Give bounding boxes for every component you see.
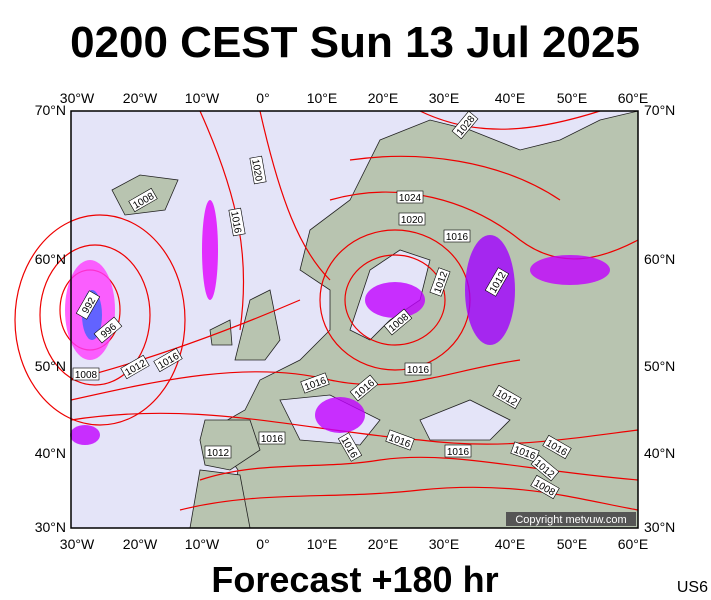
isobar-label-box	[300, 372, 330, 394]
isobar-label-box	[349, 374, 379, 402]
isobar-label-text: 1020	[401, 215, 424, 226]
lat-label-right: 60°N	[644, 251, 675, 267]
isobar-label-text: 1024	[399, 193, 422, 204]
isobar-label-box	[398, 212, 426, 226]
lat-label-right: 30°N	[644, 519, 675, 535]
isobar-label: 1016	[258, 431, 286, 445]
isobar-label-box	[258, 431, 286, 445]
isobar-label-box	[153, 347, 183, 373]
isobar-label-text: 1016	[446, 232, 469, 243]
isobar-label-box	[249, 155, 267, 185]
lon-label-bottom: 60°E	[618, 536, 649, 552]
lon-label-top: 30°E	[429, 90, 460, 106]
isobar-label-text: 1016	[228, 210, 243, 234]
lon-label-top: 10°E	[307, 90, 338, 106]
lon-label-top: 50°E	[557, 90, 588, 106]
isobar-label-box	[444, 444, 472, 458]
isobar-label-box	[93, 316, 123, 344]
lon-label-bottom: 0°	[256, 536, 269, 552]
title: 0200 CEST Sun 13 Jul 2025	[70, 18, 640, 67]
isobar-label-text: 1016	[447, 447, 470, 458]
lat-label-left: 60°N	[35, 251, 66, 267]
isobar-label-box	[385, 429, 415, 451]
copyright: Copyright metvuw.com	[515, 514, 626, 526]
lat-label-left: 50°N	[35, 358, 66, 374]
lat-label-right: 70°N	[644, 102, 675, 118]
isobar-label-box	[120, 354, 150, 380]
lat-label-right: 50°N	[644, 358, 675, 374]
isobar-label-box	[542, 434, 572, 460]
lon-label-top: 60°E	[618, 90, 649, 106]
lon-label-top: 10°W	[185, 90, 220, 106]
isobar-label-box	[228, 207, 246, 237]
lon-label-bottom: 30°E	[429, 536, 460, 552]
isobar-label: 1024	[396, 190, 424, 204]
lon-label-bottom: 20°E	[368, 536, 399, 552]
isobar-label-box	[451, 110, 479, 140]
isobar-label-box	[530, 454, 560, 482]
lon-label-bottom: 50°E	[557, 536, 588, 552]
isobar-label-box	[396, 190, 424, 204]
isobar-label-box	[492, 384, 522, 410]
isobar-label-box	[443, 229, 471, 243]
lon-label-bottom: 10°E	[307, 536, 338, 552]
forecast-label: Forecast +180 hr	[211, 559, 498, 600]
isobar-label-box	[484, 267, 510, 297]
lat-label-right: 40°N	[644, 445, 675, 461]
isobar-label-box	[383, 308, 413, 336]
lat-label-left: 70°N	[35, 102, 66, 118]
lon-label-top: 20°E	[368, 90, 399, 106]
lon-label-bottom: 30°W	[60, 536, 95, 552]
isobar-label-text: 1016	[407, 365, 430, 376]
isobar-label-text: 1012	[207, 448, 230, 459]
code: US6	[677, 579, 708, 596]
lon-label-top: 0°	[256, 90, 269, 106]
isobar-label-box	[204, 445, 232, 459]
isobar-label-text: 1016	[261, 434, 284, 445]
lon-label-bottom: 20°W	[123, 536, 158, 552]
isobar-label-box	[337, 432, 363, 462]
isobar-label-box	[128, 187, 158, 213]
isobar-label: 1016	[404, 362, 432, 376]
lon-label-bottom: 40°E	[495, 536, 526, 552]
isobar-label: 1016	[444, 444, 472, 458]
isobar-label-box	[404, 362, 432, 376]
isobar-label: 1020	[398, 212, 426, 226]
isobar-label-box	[75, 290, 101, 320]
isobar-label-box	[72, 367, 100, 381]
lon-label-top: 40°E	[495, 90, 526, 106]
lon-label-top: 30°W	[60, 90, 95, 106]
isobar-label-text: 1008	[75, 370, 98, 381]
isobar-label-box	[429, 267, 451, 297]
isobar-label: 1016	[228, 207, 246, 237]
isobar-label-text: 1020	[249, 158, 264, 182]
isobar-label-box	[530, 474, 560, 500]
copyright-box	[506, 512, 636, 526]
lon-label-top: 20°W	[123, 90, 158, 106]
isobar-label-box	[510, 441, 540, 463]
isobar-label: 1012	[204, 445, 232, 459]
isobar-label: 1016	[443, 229, 471, 243]
lat-label-left: 40°N	[35, 445, 66, 461]
lat-label-left: 30°N	[35, 519, 66, 535]
lon-label-bottom: 10°W	[185, 536, 220, 552]
isobar-label: 1008	[72, 367, 100, 381]
isobar-label: 1020	[249, 155, 267, 185]
frame	[70, 110, 639, 529]
